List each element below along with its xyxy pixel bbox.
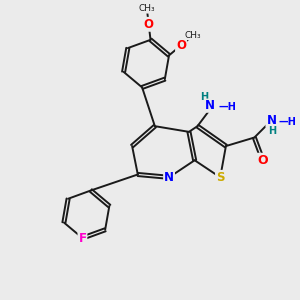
Text: F: F <box>78 232 86 244</box>
Text: —H: —H <box>278 117 296 127</box>
Text: N: N <box>266 114 276 127</box>
Text: CH₃: CH₃ <box>139 4 155 13</box>
Text: O: O <box>258 154 268 167</box>
Text: O: O <box>176 39 186 52</box>
Text: N: N <box>164 171 174 184</box>
Text: S: S <box>216 171 224 184</box>
Text: H: H <box>268 126 276 136</box>
Text: O: O <box>144 18 154 31</box>
Text: —H: —H <box>218 102 236 112</box>
Text: H: H <box>200 92 209 102</box>
Text: N: N <box>205 99 215 112</box>
Text: CH₃: CH₃ <box>185 31 201 40</box>
